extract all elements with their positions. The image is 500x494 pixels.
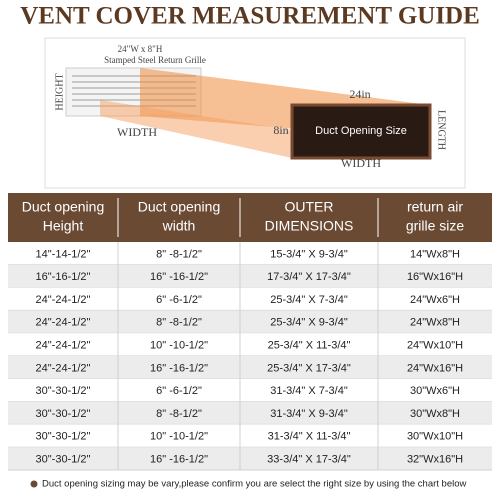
table-row [8, 424, 492, 448]
grille-size: 24"W x 8"H [118, 44, 163, 54]
column-header: Duct opening [22, 199, 105, 215]
table-row [8, 264, 492, 288]
table-cell: 8" -8-1/2" [156, 408, 202, 420]
table-row [8, 356, 492, 379]
table-cell: 10" -10-1/2" [150, 431, 208, 443]
column-header: OUTER [285, 199, 334, 215]
footnote: Duct opening sizing may be vary,please c… [42, 479, 467, 490]
table-cell: 25-3/4" X 7-3/4" [270, 294, 348, 306]
table-row [8, 401, 492, 425]
table-cell: 15-3/4" X 9-3/4" [270, 248, 348, 260]
column-header: width [162, 218, 196, 234]
table-cell: 24"Wx10"H [407, 340, 463, 352]
table-cell: 25-3/4" X 11-3/4" [268, 340, 351, 352]
table-cell: 24"Wx16"H [407, 362, 463, 374]
table-cell: 24"Wx6"H [410, 294, 460, 306]
table-cell: 16"-16-1/2" [36, 271, 91, 283]
table-cell: 17-3/4" X 17-3/4" [267, 271, 351, 283]
table-cell: 30"-30-1/2" [36, 385, 91, 397]
table-row [8, 447, 492, 470]
table-cell: 8" -8-1/2" [156, 248, 202, 260]
duct-label: Duct Opening Size [315, 125, 407, 137]
table-cell: 33-3/4" X 17-3/4" [267, 454, 351, 466]
table-row [8, 287, 492, 311]
table-cell: 30"-30-1/2" [36, 431, 91, 443]
table-cell: 24"Wx8"H [410, 317, 460, 329]
table-cell: 14"-14-1/2" [36, 248, 91, 260]
table-cell: 31-3/4" X 7-3/4" [270, 385, 348, 397]
table-cell: 30"Wx6"H [410, 385, 460, 397]
table-cell: 24"-24-1/2" [36, 340, 91, 352]
table-cell: 25-3/4" X 17-3/4" [267, 362, 351, 374]
table-cell: 16" -16-1/2" [150, 362, 208, 374]
table-cell: 24"-24-1/2" [36, 317, 91, 329]
table-cell: 24"-24-1/2" [36, 294, 91, 306]
bullet [30, 480, 38, 488]
table-cell: 6" -6-1/2" [156, 385, 202, 397]
table-cell: 30"-30-1/2" [36, 454, 91, 466]
table-cell: 8" -8-1/2" [156, 317, 202, 329]
table-cell: 16" -16-1/2" [150, 454, 208, 466]
column-header: DIMENSIONS [265, 218, 354, 234]
column-header: return air [407, 199, 463, 215]
beam [100, 100, 292, 158]
table-cell: 25-3/4" X 9-3/4" [270, 317, 348, 329]
table-cell: 24"-24-1/2" [36, 362, 91, 374]
width-label: WIDTH [117, 125, 157, 139]
column-header: Duct opening [138, 199, 221, 215]
table-row [8, 378, 492, 402]
table-cell: 30"Wx10"H [407, 431, 463, 443]
duct-height: 8in [273, 123, 288, 137]
table-cell: 14"Wx8"H [410, 248, 460, 260]
table-header [8, 193, 492, 242]
table-cell: 31-3/4" X 11-3/4" [268, 431, 351, 443]
table-row [8, 310, 492, 334]
table-row [8, 242, 492, 265]
table-cell: 6" -6-1/2" [156, 294, 202, 306]
table-row [8, 333, 492, 356]
column-header: Height [43, 218, 84, 234]
duct-box [290, 103, 432, 160]
table-cell: 10" -10-1/2" [150, 340, 208, 352]
duct-length: 24in [349, 87, 370, 101]
table-cell: 16" -16-1/2" [150, 271, 208, 283]
title: VENT COVER MEASUREMENT GUIDE [20, 3, 480, 30]
table-cell: 31-3/4" X 9-3/4" [270, 408, 348, 420]
grille-type: Stamped Steel Return Grille [104, 55, 206, 65]
table-cell: 16"Wx16"H [407, 271, 463, 283]
duct-width-label: WIDTH [341, 156, 381, 170]
table-cell: 30"Wx8"H [410, 408, 460, 420]
height-label: HEIGHT [54, 73, 65, 110]
column-header: grille size [406, 218, 465, 234]
table-cell: 30"-30-1/2" [36, 408, 91, 420]
table-cell: 32"Wx16"H [407, 454, 463, 466]
length-label: LENGTH [436, 110, 447, 150]
